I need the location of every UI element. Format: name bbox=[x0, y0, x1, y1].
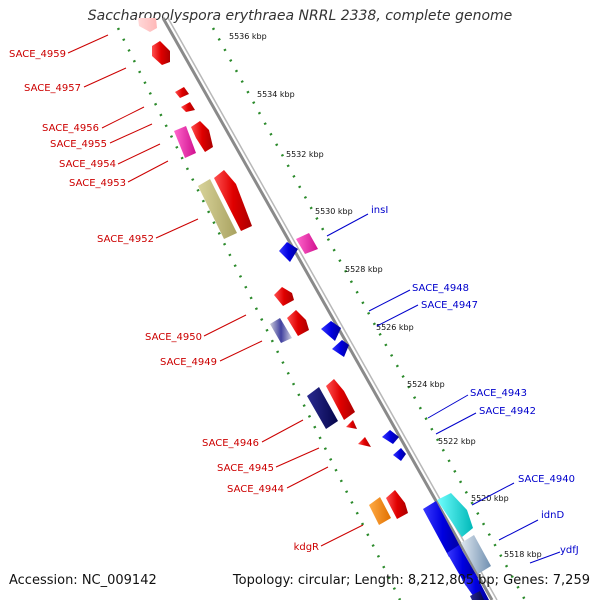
gene-label-sace-4942: SACE_4942 bbox=[479, 406, 536, 417]
gene-sace-4954 bbox=[174, 126, 196, 158]
gene-sace-4955 bbox=[191, 121, 213, 152]
gene-sace-4953 bbox=[214, 170, 252, 231]
gene-label-sace-4954: SACE_4954 bbox=[59, 159, 116, 170]
gene-sace-4959 bbox=[138, 18, 157, 32]
gene-sace-4946 bbox=[307, 387, 338, 429]
gene-tail-navy bbox=[470, 591, 484, 600]
gene-label-sace-4946: SACE_4946 bbox=[202, 438, 259, 449]
map-title: Saccharopolyspora erythraea NRRL 2338, c… bbox=[87, 8, 513, 24]
gene-sace-4946-red bbox=[326, 379, 355, 420]
kbp-tick-label: 5530 kbp bbox=[315, 207, 353, 216]
accession-text: Accession: NC_009142 bbox=[9, 573, 157, 588]
gene-label-sace-4943: SACE_4943 bbox=[470, 388, 527, 399]
gene-sace-4947 bbox=[332, 340, 349, 357]
gene-label-sace-4944: SACE_4944 bbox=[227, 484, 284, 495]
gene-idnd-steel bbox=[461, 535, 491, 574]
kbp-tick-label: 5536 kbp bbox=[229, 32, 267, 41]
gene-label-insi: insI bbox=[371, 205, 388, 216]
gene-sace-4956 bbox=[181, 102, 195, 112]
gene-label-sace-4949: SACE_4949 bbox=[160, 357, 217, 368]
kbp-tick-label: 5526 kbp bbox=[376, 323, 414, 332]
gene-sace-4950 bbox=[287, 310, 309, 336]
gene-label-sace-4959: SACE_4959 bbox=[9, 49, 66, 60]
kbp-tick-label: 5518 kbp bbox=[504, 550, 542, 559]
gene-label-sace-4953: SACE_4953 bbox=[69, 178, 126, 189]
left-leader-lines bbox=[67, 34, 364, 547]
gene-label-sace-4952: SACE_4952 bbox=[97, 234, 154, 245]
gene-sace-4956-small bbox=[175, 87, 189, 98]
gene-label-sace-4945: SACE_4945 bbox=[217, 463, 274, 474]
gene-ydfj-2 bbox=[462, 573, 489, 600]
right-leader-lines bbox=[326, 213, 561, 564]
kbp-tick-label: 5520 kbp bbox=[471, 494, 509, 503]
right-feature-track bbox=[211, 27, 527, 600]
kbp-tick-label: 5522 kbp bbox=[438, 437, 476, 446]
gene-insi bbox=[296, 233, 318, 254]
kbp-tick-label: 5534 kbp bbox=[257, 90, 295, 99]
gene-label-ydfj: ydfJ bbox=[560, 545, 579, 556]
gene-sace-4949 bbox=[270, 318, 292, 343]
gene-sace-4945 bbox=[346, 420, 357, 429]
gene-sace-4944 bbox=[358, 437, 371, 447]
gene-label-kdgr: kdgR bbox=[294, 542, 319, 553]
gene-sace-4951 bbox=[274, 287, 294, 306]
gene-label-sace-4955: SACE_4955 bbox=[50, 139, 107, 150]
gene-idnd bbox=[423, 501, 462, 557]
gene-sace-4948 bbox=[321, 321, 341, 341]
topology-text: Topology: circular; Length: 8,212,805 bp… bbox=[232, 573, 590, 588]
gene-label-idnd: idnD bbox=[541, 510, 564, 521]
gene-insi-blue bbox=[279, 242, 298, 262]
gene-sace-4940 bbox=[437, 493, 473, 537]
gene-sace-4943 bbox=[382, 430, 399, 444]
gene-label-sace-4947: SACE_4947 bbox=[421, 300, 478, 311]
gene-label-sace-4957: SACE_4957 bbox=[24, 83, 81, 94]
kbp-tick-label: 5528 kbp bbox=[345, 265, 383, 274]
gene-kdgr-red bbox=[386, 490, 408, 519]
gene-sace-4952 bbox=[198, 179, 237, 239]
gene-label-sace-4940: SACE_4940 bbox=[518, 474, 575, 485]
gene-label-sace-4956: SACE_4956 bbox=[42, 123, 99, 134]
kbp-tick-label: 5524 kbp bbox=[407, 380, 445, 389]
kbp-tick-label: 5532 kbp bbox=[286, 150, 324, 159]
gene-label-sace-4948: SACE_4948 bbox=[412, 283, 469, 294]
gene-sace-4957 bbox=[152, 41, 170, 65]
gene-sace-4942 bbox=[393, 448, 406, 461]
gene-kdgr bbox=[369, 497, 391, 525]
gene-label-sace-4950: SACE_4950 bbox=[145, 332, 202, 343]
